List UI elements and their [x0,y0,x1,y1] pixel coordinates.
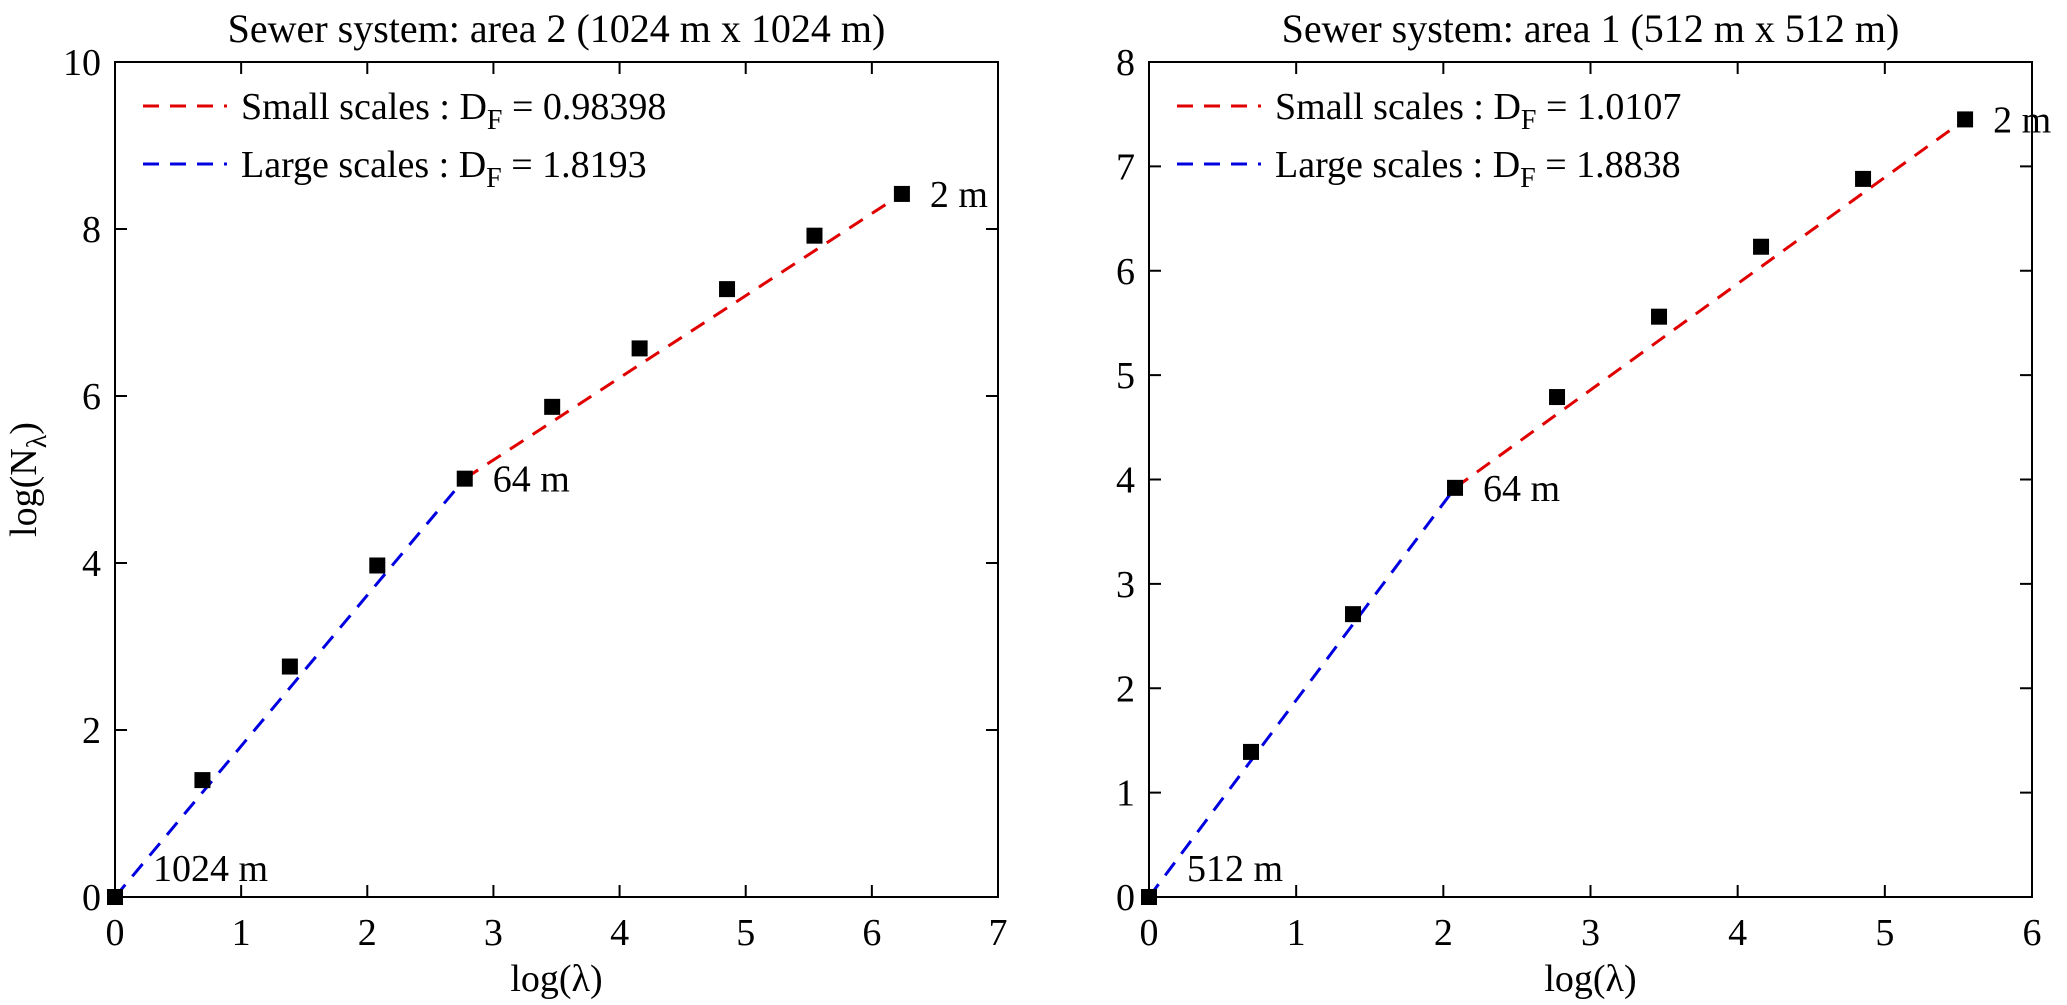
data-point [1345,606,1362,623]
data-point [1651,308,1668,325]
x-tick-label: 1 [1287,912,1306,954]
x-tick-label: 2 [358,912,377,954]
y-tick-label: 2 [1116,668,1135,710]
legend-entry-label: Small scales : DF = 0.98398 [241,86,666,136]
y-tick-label: 1 [1116,773,1135,815]
x-tick-label: 3 [1581,912,1600,954]
chart-area2: 0 1 2 3 4 5 6 7 0 2 4 6 8 10 1024 m 64 m 2 m Small scales… [3,6,1008,1000]
chart-panel-area2: 0 1 2 3 4 5 6 7 0 2 4 6 8 10 1024 m 64 m 2 m Small scales… [0,0,1033,1005]
y-tick-label: 6 [1116,251,1135,293]
y-tick-label: 10 [63,42,101,84]
large-scales-fit-line [113,477,466,898]
large-scales-fit-line [1147,486,1457,898]
chart-title: Sewer system: area 2 (1024 m x 1024 m) [228,6,886,51]
x-tick-label: 0 [106,912,125,954]
legend-entry-label: Large scales : DF = 1.8838 [1275,144,1681,194]
plot-box [114,61,999,898]
point-annotation: 64 m [1483,468,1560,510]
data-point [719,281,736,298]
x-tick-label: 4 [610,912,629,954]
small-scales-fit-line [1454,118,1966,490]
data-point [107,889,123,905]
plot-box [1148,61,2033,898]
chart-area1: 0 1 2 3 4 5 6 0 1 2 3 4 5 6 7 8 512 m 64 m 2 m Small scales… [1116,6,2051,1000]
x-tick-label: 3 [484,912,503,954]
x-axis-label: log(λ) [1544,958,1636,1000]
point-annotation: 2 m [1993,99,2051,141]
legend-entry-label: Large scales : DF = 1.8193 [241,144,647,194]
data-point [1447,479,1464,496]
y-tick-label: 0 [1116,877,1135,919]
y-tick-label: 0 [82,877,101,919]
data-point [1855,170,1872,187]
x-tick-label: 5 [736,912,755,954]
chart-panel-area1: 0 1 2 3 4 5 6 0 1 2 3 4 5 6 7 8 512 m 64 m 2 m Small scales… [1034,0,2067,1005]
x-tick-label: 2 [1434,912,1453,954]
data-point [1549,389,1566,406]
data-point [544,398,561,415]
data-point [1957,111,1974,128]
data-point [369,557,386,574]
x-tick-label: 5 [1875,912,1894,954]
x-tick-label: 6 [2023,912,2042,954]
y-tick-label: 5 [1116,355,1135,397]
y-axis-label: log(Nλ) [3,422,53,537]
y-tick-label: 8 [1116,42,1135,84]
data-point [806,227,823,244]
data-point [1141,889,1157,905]
point-annotation: 2 m [930,174,988,216]
point-annotation: 64 m [493,459,570,501]
chart-title: Sewer system: area 1 (512 m x 512 m) [1282,6,1900,51]
x-tick-label: 0 [1140,912,1159,954]
legend-entry-label: Small scales : DF = 1.0107 [1275,86,1681,136]
y-tick-label: 8 [82,209,101,251]
data-point [1753,238,1770,255]
x-tick-label: 1 [232,912,251,954]
data-point [631,340,648,357]
y-tick-label: 2 [82,710,101,752]
data-point [893,185,910,202]
y-tick-label: 4 [82,543,101,585]
x-axis-label: log(λ) [510,958,602,1000]
x-tick-label: 4 [1728,912,1747,954]
small-scales-fit-line [463,192,903,480]
y-tick-label: 6 [82,376,101,418]
y-tick-label: 7 [1116,146,1135,188]
data-point [1243,743,1260,760]
point-annotation: 512 m [1187,848,1283,890]
data-point [281,658,298,675]
data-point [456,470,473,487]
data-point [194,772,211,789]
x-tick-label: 6 [862,912,881,954]
x-tick-label: 7 [989,912,1008,954]
point-annotation: 1024 m [153,848,268,890]
y-tick-label: 3 [1116,564,1135,606]
y-tick-label: 4 [1116,460,1135,502]
